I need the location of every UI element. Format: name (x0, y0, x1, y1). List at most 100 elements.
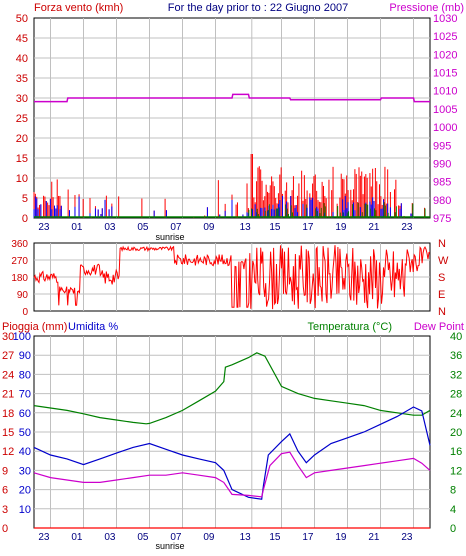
wind-speed-tick-label: 40 (16, 53, 28, 65)
pressure-tick-label: 980 (433, 195, 451, 207)
humidity-tick-label: 40 (19, 446, 31, 458)
rain-tick-label: 27 (2, 350, 14, 362)
humidity-tick-label: 10 (19, 504, 31, 516)
temperature-line (33, 352, 431, 425)
wind-direction-line (33, 245, 431, 310)
time-tick-label-bottom: 09 (203, 532, 215, 543)
time-tick-label: 03 (104, 222, 116, 233)
temperature-tick-label: 24 (450, 408, 462, 420)
time-tick-label: 15 (269, 222, 281, 233)
humidity-tick-label: 100 (13, 331, 31, 343)
time-tick-label-bottom: 05 (137, 532, 149, 543)
wind-speed-tick-label: 10 (16, 173, 28, 185)
time-tick-label-bottom: 21 (368, 532, 380, 543)
dew-point-line (33, 451, 431, 498)
temperature-tick-label: 20 (450, 427, 462, 439)
direction-tick-label: 90 (17, 290, 29, 301)
time-tick-label: 05 (137, 222, 149, 233)
time-tick-label: 07 (170, 222, 182, 233)
humidity-tick-label: 90 (19, 350, 31, 362)
wind-speed-tick-label: 20 (16, 133, 28, 145)
rain-tick-label: 18 (2, 408, 14, 420)
time-tick-label: 09 (203, 222, 215, 233)
time-tick-label: 19 (335, 222, 347, 233)
pressure-tick-label: 990 (433, 158, 451, 170)
rain-tick-label: 24 (2, 369, 14, 381)
rain-tick-label: 0 (2, 523, 8, 535)
time-tick-label-bottom: 23 (38, 532, 50, 543)
humidity-tick-label: 80 (19, 369, 31, 381)
temperature-tick-label: 40 (450, 331, 462, 343)
time-tick-label: 13 (240, 222, 252, 233)
humidity-tick-label: 30 (19, 465, 31, 477)
wind-speed-tick-label: 35 (16, 73, 28, 85)
wind-speed-tick-label: 30 (16, 93, 28, 105)
dew-point-axis-title: Dew Point (414, 321, 464, 333)
pressure-tick-label: 1020 (433, 49, 457, 61)
wind-speed-tick-label: 5 (22, 193, 28, 205)
temperature-tick-label: 28 (450, 389, 462, 401)
direction-tick-label: 180 (11, 273, 28, 284)
temperature-tick-label: 16 (450, 446, 462, 458)
wind-speed-tick-label: 15 (16, 153, 28, 165)
temperature-humidity-panel: 0369121518212427301020304050607080901000… (2, 331, 462, 551)
rain-axis-title: Pioggia (mm) (2, 321, 67, 333)
wind-speed-tick-label: 25 (16, 113, 28, 125)
time-tick-label: 01 (71, 222, 83, 233)
pressure-tick-label: 1005 (433, 104, 457, 116)
humidity-tick-label: 20 (19, 485, 31, 497)
time-tick-label-bottom: 13 (240, 532, 252, 543)
temperature-tick-label: 0 (450, 523, 456, 535)
wind-speed-axis-title: Forza vento (kmh) (34, 2, 123, 14)
direction-tick-label: 270 (11, 256, 28, 267)
wind-speed-tick-label: 0 (22, 213, 28, 225)
pressure-line (34, 93, 430, 103)
sunrise-label: sunrise (155, 232, 184, 242)
pressure-tick-label: 1015 (433, 68, 457, 80)
time-tick-label-bottom: 15 (269, 532, 281, 543)
humidity-axis-title: Umidita % (68, 321, 118, 333)
humidity-line (33, 406, 431, 500)
wind-speed-tick-label: 45 (16, 33, 28, 45)
compass-label: N (438, 238, 446, 250)
time-tick-label-bottom: 01 (71, 532, 83, 543)
time-tick-label: 23 (38, 222, 50, 233)
direction-tick-label: 360 (11, 239, 28, 250)
time-tick-label: 23 (401, 222, 413, 233)
time-tick-label-bottom: 19 (335, 532, 347, 543)
temperature-axis-title: Temperatura (°C) (308, 321, 392, 333)
temperature-tick-label: 12 (450, 465, 462, 477)
rain-tick-label: 15 (2, 427, 14, 439)
humidity-tick-label: 60 (19, 408, 31, 420)
temperature-tick-label: 32 (450, 369, 462, 381)
humidity-tick-label: 50 (19, 427, 31, 439)
pressure-axis-title: Pressione (mb) (389, 2, 464, 14)
rain-tick-label: 12 (2, 446, 14, 458)
time-tick-label: 21 (368, 222, 380, 233)
humidity-tick-label: 70 (19, 389, 31, 401)
pressure-tick-label: 1000 (433, 122, 457, 134)
pressure-tick-label: 975 (433, 213, 451, 225)
time-tick-label-bottom: 03 (104, 532, 116, 543)
temperature-tick-label: 4 (450, 504, 456, 516)
sunrise-label-bottom: sunrise (155, 541, 184, 551)
compass-label: S (438, 272, 445, 284)
direction-tick-label: 0 (22, 307, 28, 318)
compass-label: W (438, 255, 449, 267)
time-tick-label-bottom: 23 (401, 532, 413, 543)
rain-tick-label: 3 (2, 504, 8, 516)
compass-label: N (438, 306, 446, 318)
chart-title: For the day prior to : 22 Giugno 2007 (168, 2, 348, 14)
pressure-tick-label: 1025 (433, 31, 457, 43)
time-tick-label: 17 (302, 222, 314, 233)
pressure-tick-label: 1030 (433, 13, 457, 25)
wind-speed-tick-label: 50 (16, 13, 28, 25)
temperature-tick-label: 36 (450, 350, 462, 362)
rain-tick-label: 6 (2, 485, 8, 497)
rain-tick-label: 21 (2, 389, 14, 401)
time-tick-label-bottom: 07 (170, 532, 182, 543)
rain-tick-label: 30 (2, 331, 14, 343)
pressure-tick-label: 985 (433, 177, 451, 189)
